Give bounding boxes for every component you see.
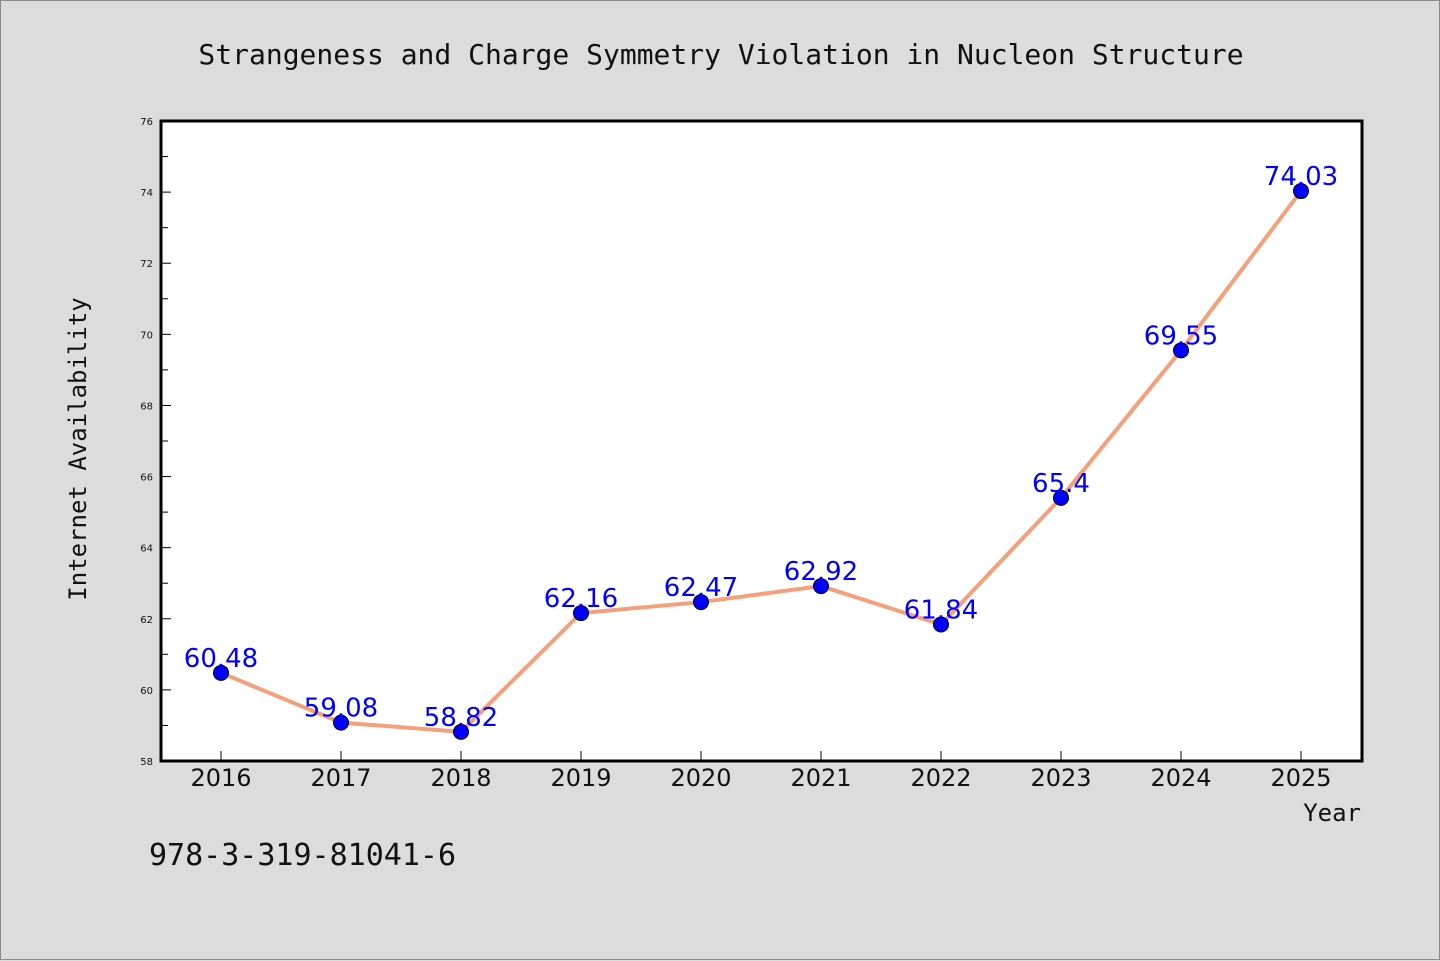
x-tick-label: 2024: [1150, 764, 1211, 792]
y-tick-label: 60: [140, 686, 153, 697]
data-label: 60.48: [184, 644, 258, 674]
x-tick-label: 2021: [790, 764, 851, 792]
x-tick-label: 2020: [670, 764, 731, 792]
x-tick-label: 2018: [430, 764, 491, 792]
data-point: [813, 578, 829, 595]
y-axis-label: Internet Availability: [64, 297, 92, 600]
data-point: [1053, 489, 1069, 506]
y-tick-label: 68: [140, 401, 153, 412]
x-axis-label: Year: [1303, 799, 1361, 827]
chart-title: Strangeness and Charge Symmetry Violatio…: [198, 38, 1243, 71]
data-label: 65.4: [1032, 469, 1090, 499]
x-tick-label: 2019: [550, 764, 611, 792]
data-label: 62.92: [784, 557, 858, 587]
data-point: [333, 714, 349, 731]
data-point: [213, 664, 229, 681]
x-tick-label: 2016: [190, 764, 251, 792]
y-tick-label: 76: [140, 117, 153, 128]
data-label: 74.03: [1264, 162, 1338, 192]
x-tick-label: 2022: [910, 764, 971, 792]
data-point: [693, 594, 709, 611]
y-axis-ticks: 58 60 62 64 66 68 70 72 74 76: [140, 117, 171, 768]
series-group: 60.48 59.08 58.82 62.16 62.47 62.92 61.84 65.4 6…: [184, 162, 1338, 740]
x-tick-label: 2025: [1270, 764, 1331, 792]
data-point: [933, 616, 949, 633]
series-line: [220, 189, 1303, 734]
y-tick-label: 72: [140, 259, 153, 270]
x-axis-ticks: 2016 2017 2018 2019 2020 2021 2022 2023 2024 2025: [190, 751, 1332, 792]
y-tick-label: 58: [140, 757, 153, 768]
y-tick-label: 62: [140, 615, 153, 626]
data-point: [453, 723, 469, 740]
data-point: [1293, 183, 1309, 200]
data-label: 61.84: [904, 595, 978, 625]
data-label: 62.16: [544, 584, 618, 614]
data-label: 62.47: [664, 573, 738, 603]
data-label: 59.08: [304, 694, 378, 724]
isbn-footnote: 978-3-319-81041-6: [149, 838, 456, 873]
y-tick-label: 64: [140, 544, 153, 555]
data-label: 69.55: [1144, 321, 1218, 351]
data-point: [1173, 342, 1189, 359]
y-tick-label: 70: [140, 330, 153, 341]
plot-area: [159, 119, 1364, 763]
data-point: [573, 605, 589, 622]
x-tick-label: 2023: [1030, 764, 1091, 792]
data-label: 58.82: [424, 703, 498, 733]
y-tick-label: 74: [140, 188, 153, 199]
y-tick-label: 66: [140, 473, 153, 484]
x-tick-label: 2017: [310, 764, 371, 792]
